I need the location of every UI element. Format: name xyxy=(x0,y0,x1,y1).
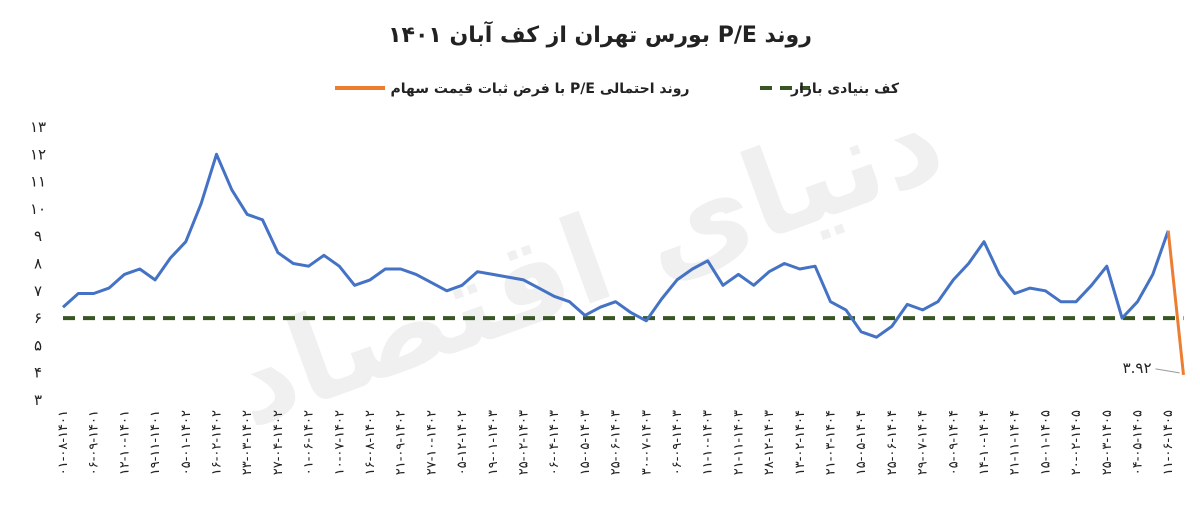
y-tick-label: ۱۱ xyxy=(30,173,46,191)
x-tick-label: ۰۶-۰۹-۱۴۰۱ xyxy=(87,410,102,475)
x-tick-label: ۲۵-۰۲-۱۴۰۳ xyxy=(517,410,532,475)
x-tick-label: ۲۵-۰۶-۱۴۰۴ xyxy=(885,410,900,475)
x-tick-label: ۱۲-۱۰-۱۴۰۱ xyxy=(117,410,132,475)
x-tick-label: ۰۶-۰۹-۱۴۰۳ xyxy=(670,410,685,475)
x-tick-label: ۱۵-۰۵-۱۴۰۳ xyxy=(578,410,593,475)
leader-line xyxy=(1155,368,1180,374)
x-tick-label: ۲۳-۰۳-۱۴۰۲ xyxy=(240,410,255,475)
y-tick-label: ۱۲ xyxy=(30,145,46,163)
y-tick-label: ۵ xyxy=(34,336,42,354)
x-tick-label: ۱۹-۰۱-۱۴۰۳ xyxy=(486,410,501,475)
y-tick-label: ۴ xyxy=(34,364,42,382)
x-tick-label: ۲۷-۰۴-۱۴۰۲ xyxy=(271,410,286,475)
x-tick-label: ۰۱-۰۶-۱۴۰۲ xyxy=(302,410,317,475)
x-tick-label: ۳۰-۰۷-۱۴۰۳ xyxy=(639,410,654,475)
x-tick-label: ۱۰-۰۷-۱۴۰۲ xyxy=(332,410,347,475)
x-tick-label: ۰۱-۰۸-۱۴۰۱ xyxy=(56,410,71,475)
x-tick-label: ۲۷-۱۰-۱۴۰۲ xyxy=(424,410,439,475)
y-tick-label: ۶ xyxy=(34,309,42,327)
x-tick-label: ۱۳-۰۲-۱۴۰۴ xyxy=(793,410,808,475)
x-tick-label: ۱۵-۰۱-۱۴۰۵ xyxy=(1038,410,1053,475)
x-tick-label: ۰۵-۱۲-۱۴۰۲ xyxy=(455,410,470,475)
x-tick-label: ۱۱-۱۰-۱۴۰۳ xyxy=(701,410,716,475)
legend-label: روند احتمالی P/E با فرض ثبات قیمت سهام xyxy=(391,81,690,97)
x-tick-label: ۰۶-۰۴-۱۴۰۳ xyxy=(547,410,562,475)
x-tick-label: ۲۱-۰۳-۱۴۰۴ xyxy=(824,410,839,475)
x-tick-label: ۲۱-۰۹-۱۴۰۲ xyxy=(394,410,409,475)
y-tick-label: ۳ xyxy=(34,391,42,409)
data-label: ۳.۹۲ xyxy=(1123,359,1152,377)
y-tick-label: ۸ xyxy=(34,255,42,273)
y-tick-label: ۷ xyxy=(34,282,42,300)
x-tick-label: ۲۵-۰۳-۱۴۰۵ xyxy=(1100,410,1115,475)
watermark: دنیای اقتصاد xyxy=(212,69,961,455)
x-tick-label: ۰۴-۰۵-۱۴۰۵ xyxy=(1131,410,1146,475)
x-tick-label: ۲۵-۰۶-۱۴۰۳ xyxy=(609,410,624,475)
x-tick-label: ۲۱-۱۱-۱۴۰۳ xyxy=(731,410,746,475)
x-tick-label: ۲۹-۰۷-۱۴۰۴ xyxy=(916,410,931,475)
x-tick-label: ۱۹-۱۱-۱۴۰۱ xyxy=(148,410,163,475)
x-tick-label: ۲۸-۱۲-۱۴۰۳ xyxy=(762,410,777,475)
x-tick-label: ۰۵-۰۱-۱۴۰۲ xyxy=(179,410,194,475)
line xyxy=(61,152,1170,339)
y-tick-label: ۱۳ xyxy=(30,118,46,136)
y-tick-label: ۱۰ xyxy=(30,200,46,218)
x-tick-label: ۱۶-۰۲-۱۴۰۲ xyxy=(210,410,225,475)
x-tick-label: ۱۶-۰۸-۱۴۰۲ xyxy=(363,410,378,475)
y-tick-label: ۹ xyxy=(34,227,42,245)
x-tick-label: ۰۵-۰۹-۱۴۰۴ xyxy=(946,410,961,475)
x-tick-label: ۲۰-۰۲-۱۴۰۵ xyxy=(1069,410,1084,475)
legend-label: کف بنیادی بازار xyxy=(790,81,900,97)
line xyxy=(1166,230,1185,376)
chart-title: روند P/E بورس تهران از کف آبان ۱۴۰۱ xyxy=(388,20,812,48)
x-tick-label: ۱۵-۰۵-۱۴۰۴ xyxy=(854,410,869,475)
x-tick-label: ۱۱-۰۶-۱۴۰۵ xyxy=(1161,410,1176,475)
x-tick-label: ۱۴-۱۰-۱۴۰۴ xyxy=(977,410,992,475)
x-tick-label: ۲۱-۱۱-۱۴۰۴ xyxy=(1008,410,1023,475)
